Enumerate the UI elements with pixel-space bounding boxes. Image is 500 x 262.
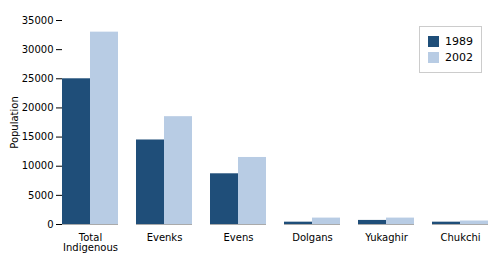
svg-text:10000: 10000 — [22, 160, 54, 171]
svg-text:Population: Population — [9, 96, 20, 149]
svg-text:Dolgans: Dolgans — [292, 232, 333, 243]
svg-text:Chukchi: Chukchi — [440, 232, 480, 243]
html-text:1989: 1989 — [445, 35, 473, 48]
svg-text:25000: 25000 — [22, 73, 54, 84]
svg-text:30000: 30000 — [22, 44, 54, 55]
svg-text:0: 0 — [47, 219, 53, 230]
html-text:2002: 2002 — [445, 51, 473, 64]
svg-text:Evens: Evens — [224, 232, 254, 243]
svg-text:Yukaghir: Yukaghir — [364, 232, 409, 243]
svg-text:15000: 15000 — [22, 131, 54, 142]
svg-text:20000: 20000 — [22, 102, 54, 113]
svg-text:TotalIndigenous: TotalIndigenous — [63, 232, 118, 253]
svg-text:35000: 35000 — [22, 15, 54, 26]
svg-text:Evenks: Evenks — [147, 232, 183, 243]
svg-text:5000: 5000 — [28, 190, 53, 201]
